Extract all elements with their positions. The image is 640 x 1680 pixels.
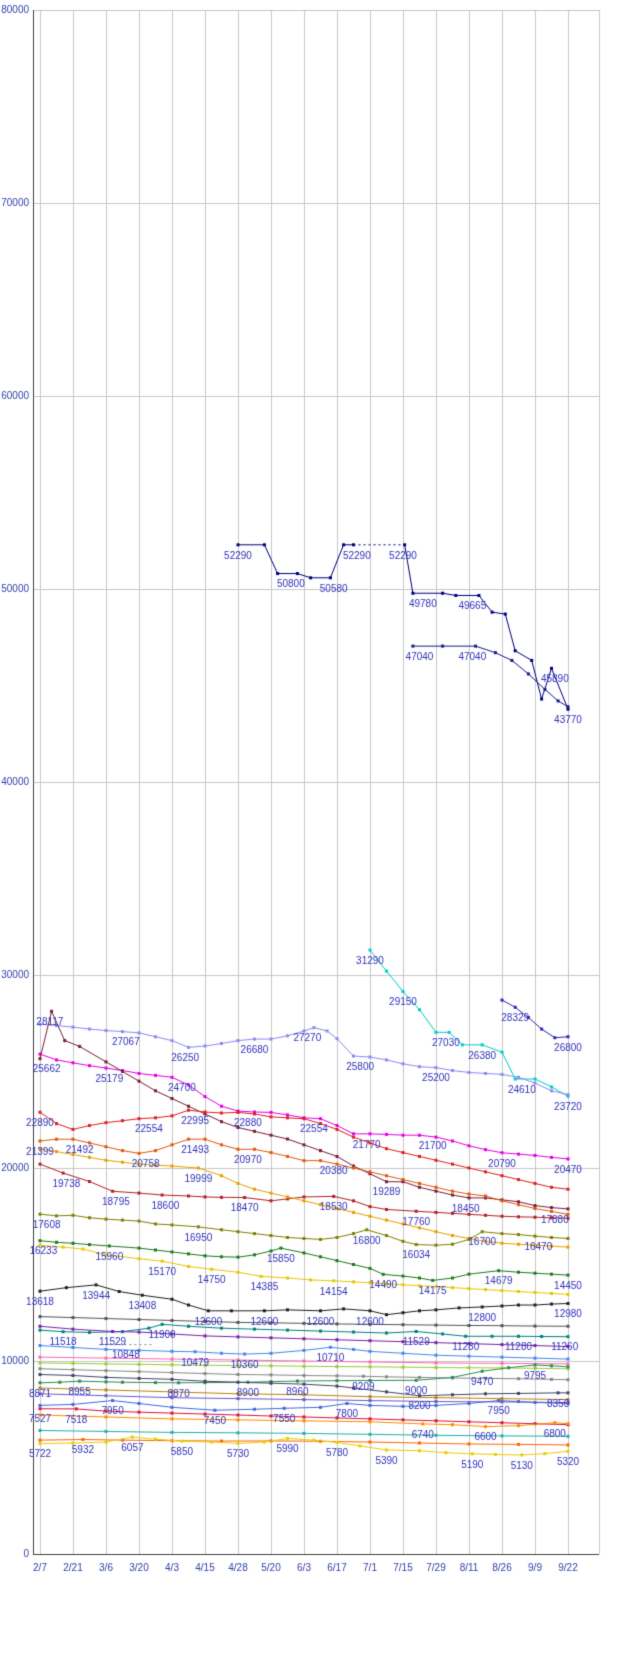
- price-history-chart: [0, 0, 640, 1680]
- chart-canvas: [0, 0, 640, 1680]
